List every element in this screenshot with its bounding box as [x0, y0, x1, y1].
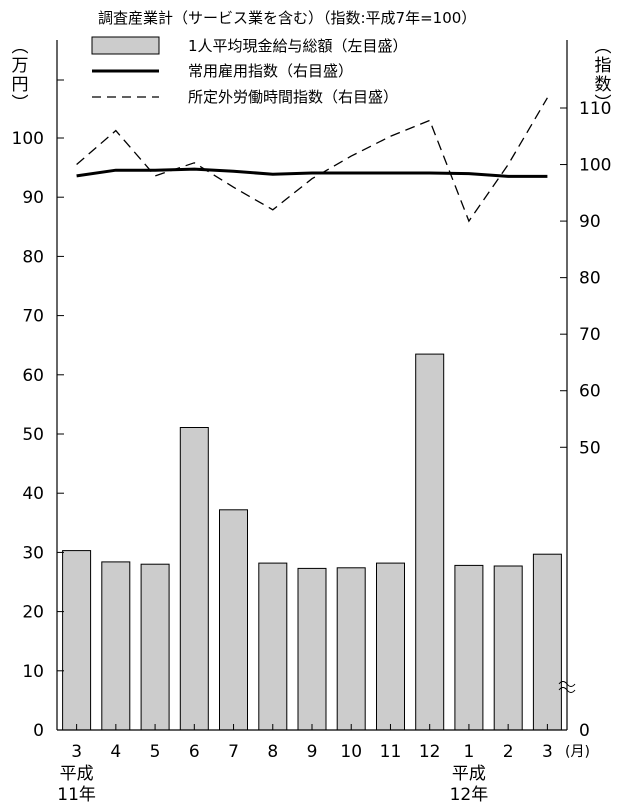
left-tick-label: 30	[22, 543, 44, 563]
axes-group	[56, 40, 576, 731]
legend-label-solid-line: 常用雇用指数（右目盛）	[188, 62, 353, 80]
bar	[532, 553, 562, 731]
left-tick-label: 50	[22, 425, 44, 445]
bar	[336, 567, 366, 731]
lines-group	[76, 97, 548, 223]
x-tick-label: 6	[189, 742, 200, 762]
axis-break-mark	[558, 681, 576, 687]
right-tick-label: 110	[579, 99, 611, 119]
x-tick-label: 5	[150, 742, 161, 762]
bar	[493, 565, 523, 731]
chart-title: 調査産業計（サービス業を含む）（指数:平成7年=100）	[98, 9, 476, 27]
left-axis-unit: ︵万円︶	[12, 37, 29, 114]
axis-break-mark	[558, 687, 576, 693]
right-tick-label: 80	[579, 269, 601, 289]
x-tick-label: 12	[419, 742, 441, 762]
x-tick-label: 7	[228, 742, 239, 762]
right-tick-label: 50	[579, 438, 601, 458]
legend-label-bar: 1人平均現金給与総額（左目盛）	[188, 37, 408, 55]
left-tick-label: 40	[22, 484, 44, 504]
bar	[297, 567, 327, 731]
x-tick-label: 10	[340, 742, 362, 762]
bar	[62, 550, 92, 731]
left-tick-label: 60	[22, 366, 44, 386]
bar	[140, 563, 170, 731]
right-axis-unit: ︵指数︶	[595, 37, 612, 114]
era-label-line1: 平成	[452, 764, 486, 784]
x-tick-label: 9	[307, 742, 318, 762]
labels-group: 0102030405060708090100050607080901001103…	[12, 99, 612, 805]
employment-index-line	[76, 167, 548, 178]
era-label-line2: 12年	[450, 785, 489, 805]
x-tick-label: 3	[71, 742, 82, 762]
right-tick-label: 70	[579, 325, 601, 345]
x-tick-label: 1	[464, 742, 475, 762]
right-tick-label: 0	[579, 721, 590, 741]
left-tick-label: 70	[22, 307, 44, 327]
month-unit-label: (月)	[565, 744, 590, 760]
era-label-line2: 11年	[57, 785, 96, 805]
x-tick-label: 2	[503, 742, 514, 762]
bar	[258, 562, 288, 731]
right-tick-label: 60	[579, 382, 601, 402]
x-tick-label: 8	[267, 742, 278, 762]
era-label-line1: 平成	[60, 764, 94, 784]
bar	[454, 564, 484, 731]
bar	[179, 427, 209, 731]
bars-group	[62, 353, 562, 731]
left-tick-label: 90	[22, 188, 44, 208]
bar	[219, 509, 248, 731]
overtime-index-line	[76, 97, 548, 223]
bar	[415, 353, 445, 731]
left-tick-label: 80	[22, 247, 44, 267]
legend-swatch-bar	[91, 36, 160, 55]
x-tick-label: 11	[380, 742, 402, 762]
bar	[376, 562, 405, 731]
bar	[101, 561, 131, 731]
left-tick-label: 0	[33, 721, 44, 741]
x-tick-label: 3	[542, 742, 553, 762]
legend-label-dashed-line: 所定外労働時間指数（右目盛）	[188, 88, 398, 106]
left-tick-label: 10	[22, 662, 44, 682]
right-tick-label: 100	[579, 156, 611, 176]
left-tick-label: 100	[12, 129, 44, 149]
x-tick-label: 4	[110, 742, 121, 762]
right-tick-label: 90	[579, 212, 601, 232]
left-tick-label: 20	[22, 603, 44, 623]
